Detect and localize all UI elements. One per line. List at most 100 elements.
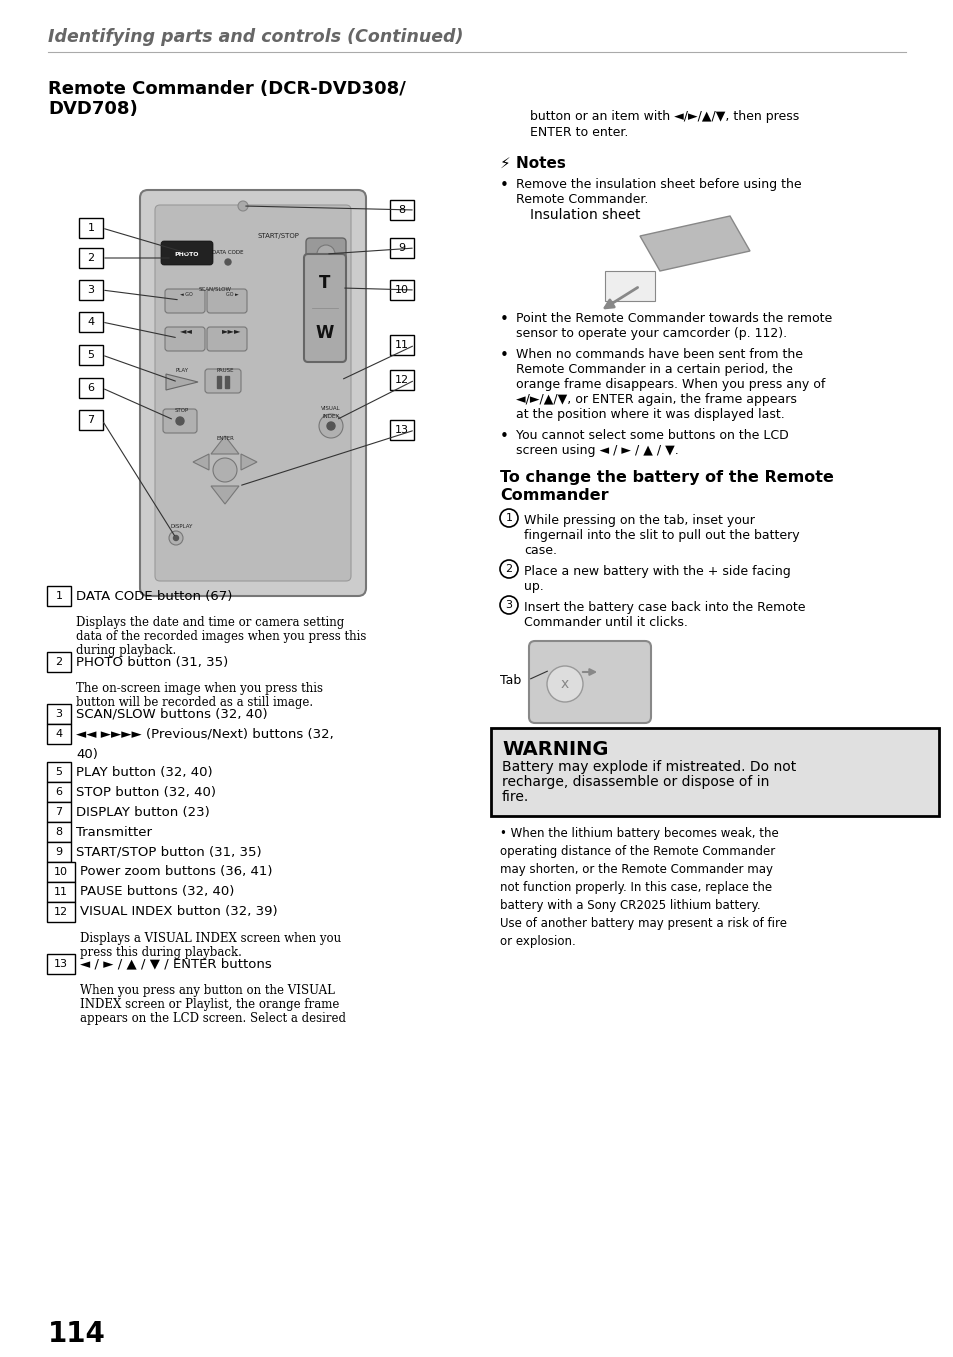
Text: DATA CODE button (67): DATA CODE button (67) [76, 589, 233, 603]
Text: Power zoom buttons (36, 41): Power zoom buttons (36, 41) [80, 866, 273, 878]
Text: x: x [560, 677, 569, 691]
Text: screen using ◄ / ► / ▲ / ▼.: screen using ◄ / ► / ▲ / ▼. [516, 444, 678, 457]
Text: •: • [499, 312, 508, 327]
Text: ◄◄: ◄◄ [179, 326, 193, 335]
Text: Insert the battery case back into the Remote: Insert the battery case back into the Re… [523, 601, 804, 613]
Text: at the position where it was displayed last.: at the position where it was displayed l… [516, 408, 784, 421]
FancyBboxPatch shape [47, 902, 75, 921]
Circle shape [546, 666, 582, 702]
FancyBboxPatch shape [47, 841, 71, 862]
Text: •: • [499, 429, 508, 444]
Text: PHOTO button (31, 35): PHOTO button (31, 35) [76, 655, 228, 669]
Bar [216, 376, 221, 388]
Circle shape [175, 417, 184, 425]
Text: You cannot select some buttons on the LCD: You cannot select some buttons on the LC… [516, 429, 788, 442]
Text: ENTER: ENTER [215, 436, 233, 441]
Text: Transmitter: Transmitter [76, 825, 152, 839]
Text: T: T [319, 274, 331, 292]
Text: 5: 5 [55, 767, 63, 778]
FancyBboxPatch shape [79, 218, 103, 237]
FancyBboxPatch shape [163, 408, 196, 433]
Text: 11: 11 [54, 887, 68, 897]
Text: Point the Remote Commander towards the remote: Point the Remote Commander towards the r… [516, 312, 831, 324]
Text: fingernail into the slit to pull out the battery: fingernail into the slit to pull out the… [523, 529, 799, 541]
Polygon shape [193, 455, 209, 470]
FancyBboxPatch shape [79, 410, 103, 430]
Text: Remote Commander in a certain period, the: Remote Commander in a certain period, th… [516, 364, 792, 376]
Text: ⚡ Notes: ⚡ Notes [499, 156, 565, 171]
FancyBboxPatch shape [79, 312, 103, 332]
Circle shape [316, 246, 335, 263]
Text: ◄/►/▲/▼, or ENTER again, the frame appears: ◄/►/▲/▼, or ENTER again, the frame appea… [516, 394, 796, 406]
Text: 12: 12 [395, 375, 409, 385]
Text: DISPLAY button (23): DISPLAY button (23) [76, 806, 210, 818]
Text: Displays a VISUAL INDEX screen when you: Displays a VISUAL INDEX screen when you [80, 932, 341, 944]
Text: 11: 11 [395, 341, 409, 350]
Text: INDEX screen or Playlist, the orange frame: INDEX screen or Playlist, the orange fra… [80, 997, 339, 1011]
Text: up.: up. [523, 579, 543, 593]
FancyBboxPatch shape [47, 822, 71, 841]
FancyBboxPatch shape [140, 190, 366, 596]
FancyBboxPatch shape [79, 345, 103, 365]
Text: When you press any button on the VISUAL: When you press any button on the VISUAL [80, 984, 335, 997]
Text: 1: 1 [88, 223, 94, 233]
Text: PAUSE: PAUSE [216, 368, 233, 373]
Text: W: W [315, 324, 334, 342]
Text: •: • [499, 347, 508, 364]
Text: Commander until it clicks.: Commander until it clicks. [523, 616, 687, 630]
Text: during playback.: during playback. [76, 645, 176, 657]
FancyBboxPatch shape [161, 242, 213, 265]
Text: PLAY button (32, 40): PLAY button (32, 40) [76, 765, 213, 779]
Text: 2: 2 [55, 657, 63, 668]
FancyBboxPatch shape [47, 763, 71, 782]
Text: While pressing on the tab, inset your: While pressing on the tab, inset your [523, 514, 754, 527]
FancyBboxPatch shape [79, 280, 103, 300]
Text: PLAY: PLAY [175, 368, 189, 373]
Circle shape [237, 201, 248, 210]
Text: data of the recorded images when you press this: data of the recorded images when you pre… [76, 630, 366, 643]
Text: 5: 5 [88, 350, 94, 360]
Circle shape [499, 560, 517, 578]
FancyBboxPatch shape [47, 954, 75, 974]
Text: Place a new battery with the + side facing: Place a new battery with the + side faci… [523, 565, 790, 578]
Circle shape [213, 459, 236, 482]
Text: 10: 10 [54, 867, 68, 877]
Text: button will be recorded as a still image.: button will be recorded as a still image… [76, 696, 313, 708]
Circle shape [499, 596, 517, 613]
Text: When no commands have been sent from the: When no commands have been sent from the [516, 347, 802, 361]
Text: 40): 40) [76, 748, 98, 760]
FancyBboxPatch shape [47, 802, 71, 822]
Text: SCAN/SLOW buttons (32, 40): SCAN/SLOW buttons (32, 40) [76, 707, 268, 721]
Text: VISUAL: VISUAL [321, 406, 340, 411]
Text: ◄◄ ►►►► (Previous/Next) buttons (32,: ◄◄ ►►►► (Previous/Next) buttons (32, [76, 727, 334, 741]
Text: 4: 4 [88, 318, 94, 327]
Text: • When the lithium battery becomes weak, the
operating distance of the Remote Co: • When the lithium battery becomes weak,… [499, 826, 786, 949]
Text: WARNING: WARNING [501, 740, 608, 759]
FancyBboxPatch shape [491, 727, 938, 816]
Circle shape [499, 509, 517, 527]
FancyBboxPatch shape [47, 651, 71, 672]
Text: 3: 3 [55, 708, 63, 719]
Text: 12: 12 [54, 906, 68, 917]
FancyBboxPatch shape [390, 280, 414, 300]
Text: Remove the insulation sheet before using the: Remove the insulation sheet before using… [516, 178, 801, 191]
Text: 6: 6 [88, 383, 94, 394]
Text: ENTER to enter.: ENTER to enter. [530, 126, 628, 138]
Text: 13: 13 [395, 425, 409, 436]
Text: 3: 3 [505, 600, 512, 611]
Text: GO ►: GO ► [226, 292, 238, 297]
Text: The on-screen image when you press this: The on-screen image when you press this [76, 683, 323, 695]
FancyBboxPatch shape [390, 335, 414, 356]
FancyBboxPatch shape [47, 586, 71, 607]
Circle shape [173, 536, 178, 540]
Text: Insulation sheet: Insulation sheet [530, 208, 639, 223]
Text: orange frame disappears. When you press any of: orange frame disappears. When you press … [516, 379, 824, 391]
FancyBboxPatch shape [165, 327, 205, 351]
FancyBboxPatch shape [205, 369, 241, 394]
Text: SCAN/SLOW: SCAN/SLOW [198, 286, 232, 290]
Text: PAUSE buttons (32, 40): PAUSE buttons (32, 40) [80, 886, 234, 898]
Text: 6: 6 [55, 787, 63, 797]
Text: Commander: Commander [499, 489, 608, 503]
Text: Remote Commander (DCR-DVD308/: Remote Commander (DCR-DVD308/ [48, 80, 405, 98]
Text: 2: 2 [88, 252, 94, 263]
